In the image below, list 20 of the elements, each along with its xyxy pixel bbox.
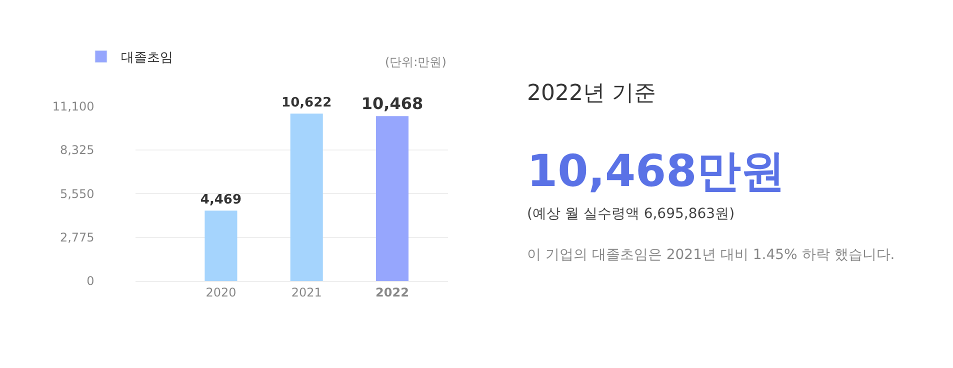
x-tick-label: 2022 xyxy=(376,285,409,300)
text: (예상 월 실수령액 6,695,863원) xyxy=(527,206,735,222)
bar xyxy=(204,210,238,281)
x-tick-label: 2021 xyxy=(291,285,322,300)
x-tick-label: 2020 xyxy=(206,285,236,300)
data-label: 4,469 xyxy=(200,192,242,208)
y-tick-label: 5,550 xyxy=(60,186,94,201)
bar xyxy=(376,116,409,281)
y-tick-label: 8,325 xyxy=(60,143,94,158)
text: 10,468만원 xyxy=(527,146,785,197)
text: 이 기업의 대졸초임은 2021년 대비 1.45% 하락 했습니다. xyxy=(527,247,895,263)
y-tick-label: 2,775 xyxy=(60,230,94,244)
text: (단위:만원) xyxy=(385,55,446,69)
text: 2022년 기준 xyxy=(527,81,656,106)
y-tick-label: 11,100 xyxy=(52,99,94,114)
y-tick-label: 0 xyxy=(86,274,94,288)
legend-label: 대졸초임 xyxy=(121,50,174,66)
bar xyxy=(290,114,323,281)
data-label: 10,468 xyxy=(361,94,424,114)
data-label: 10,622 xyxy=(282,96,332,111)
